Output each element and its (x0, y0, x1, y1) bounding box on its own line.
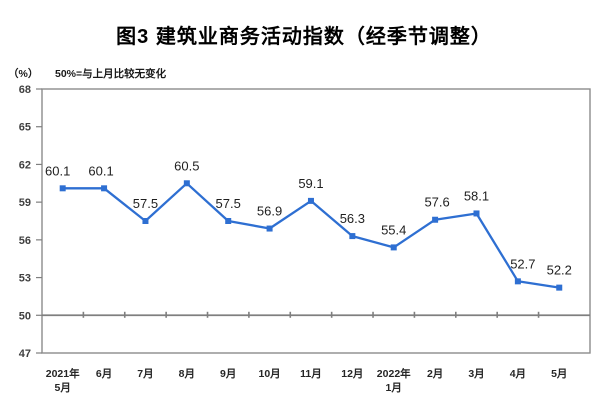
data-point-label: 56.3 (340, 211, 365, 226)
x-axis-label: 6月 (96, 368, 112, 380)
data-point-marker (142, 218, 149, 224)
data-point-marker (266, 225, 273, 232)
data-point-marker (349, 233, 356, 240)
x-axis-label: 11月 (300, 368, 322, 380)
x-axis-label: 5月 (55, 382, 71, 394)
x-axis-label: 8月 (179, 368, 195, 380)
y-axis-label: 56 (19, 235, 31, 247)
data-point-label: 56.9 (257, 204, 282, 219)
y-axis-label: 62 (19, 159, 31, 171)
data-point-marker (390, 244, 397, 251)
data-point-label: 60.5 (174, 158, 199, 173)
data-point-marker (514, 278, 521, 285)
x-axis-label: 2月 (427, 368, 443, 380)
x-axis-label: 7月 (137, 368, 153, 380)
data-point-label: 57.5 (216, 196, 241, 211)
data-point-marker (432, 216, 439, 223)
data-point-marker (307, 197, 314, 204)
chart-title: 图3 建筑业商务活动指数（经季节调整） (116, 26, 492, 48)
y-axis-label: 50 (19, 310, 31, 322)
y-axis-label: 65 (19, 122, 31, 134)
data-point-marker (183, 180, 190, 187)
y-axis-label: 53 (19, 273, 31, 285)
data-point-label: 59.1 (298, 176, 323, 191)
y-axis-label: 59 (19, 197, 31, 209)
x-axis-label: 4月 (510, 368, 526, 380)
y-axis-label: 47 (19, 348, 31, 360)
data-point-marker (101, 185, 108, 192)
data-point-marker (225, 218, 232, 224)
x-axis-label: 10月 (258, 368, 280, 380)
data-point-label: 52.2 (547, 263, 572, 278)
data-point-label: 57.6 (424, 195, 449, 210)
data-point-label: 58.1 (464, 188, 489, 203)
data-point-label: 60.1 (45, 163, 70, 178)
plot-border (41, 88, 591, 354)
reference-note-label: 50%=与上月比较无变化 (55, 68, 167, 80)
x-axis-label: 5月 (551, 368, 567, 380)
data-point-label: 55.4 (381, 222, 406, 237)
x-axis-label: 3月 (468, 368, 484, 380)
data-point-marker (556, 284, 563, 291)
y-axis-label: 68 (19, 84, 31, 96)
x-axis-label: 9月 (220, 368, 236, 380)
data-point-label: 52.7 (510, 256, 535, 271)
x-axis-label: 2022年 (377, 367, 411, 380)
data-point-label: 57.5 (133, 196, 158, 211)
data-point-marker (473, 210, 480, 217)
x-axis-label: 12月 (341, 368, 363, 380)
data-point-label: 60.1 (88, 163, 113, 178)
data-point-marker (59, 185, 66, 192)
y-axis-unit-label: （%） (8, 68, 39, 80)
x-axis-label: 1月 (386, 382, 402, 394)
x-axis-label: 2021年 (46, 367, 80, 380)
